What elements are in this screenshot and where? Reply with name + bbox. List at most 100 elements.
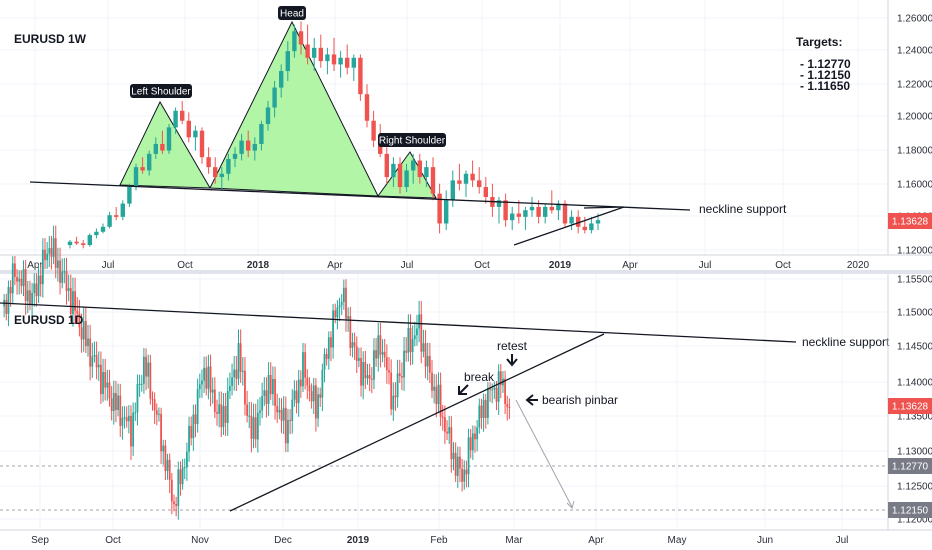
daily-candle-body	[224, 406, 227, 423]
weekly-candle-body	[107, 215, 112, 227]
weekly-candle-body	[246, 140, 251, 151]
daily-candle-body	[69, 288, 72, 315]
right-shoulder-label: Right Shoulder	[379, 136, 446, 147]
daily-candle-body	[162, 445, 165, 452]
daily-candle-body	[87, 338, 89, 347]
daily-candle-body	[59, 260, 61, 283]
level-tag-1	[888, 458, 932, 474]
daily-candle-body	[192, 414, 195, 439]
daily-candle-body	[102, 371, 104, 395]
daily-candle-body	[422, 343, 425, 352]
daily-candle-body	[183, 467, 186, 469]
daily-candle-body	[76, 310, 79, 314]
daily-y-tick: 1.14000	[897, 378, 932, 389]
daily-candle-body	[84, 321, 87, 347]
daily-candle-body	[147, 362, 150, 377]
level-label-1: 1.12770	[892, 462, 929, 473]
daily-candle-body	[216, 412, 218, 414]
daily-candle-body	[405, 350, 408, 353]
daily-candle-body	[7, 287, 10, 314]
daily-candle-body	[54, 238, 57, 268]
weekly-x-tick: 2019	[549, 260, 572, 271]
weekly-candle-body	[180, 110, 185, 121]
weekly-candle-body	[114, 215, 119, 217]
weekly-candle-body	[318, 47, 323, 62]
daily-candle-body	[213, 389, 216, 413]
daily-last-price-tag	[888, 398, 932, 414]
daily-candle-body	[254, 417, 257, 440]
daily-candle-body	[35, 283, 38, 297]
daily-candle-body	[487, 387, 489, 418]
daily-price-axis: 1.15500 1.15000 1.14500 1.14000 1.13500 1.130…	[897, 275, 932, 526]
daily-candle-body	[119, 395, 122, 426]
daily-candle-body	[269, 374, 272, 395]
weekly-candle-body	[371, 120, 376, 141]
weekly-candle-body	[252, 143, 257, 151]
weekly-candle-body	[424, 167, 429, 178]
weekly-y-tick: 1.20000	[897, 112, 932, 123]
weekly-candle-body	[100, 226, 106, 232]
daily-candle-body	[368, 375, 371, 379]
weekly-candle-body	[81, 243, 86, 246]
daily-candle-body	[106, 382, 109, 388]
daily-candle-body	[426, 355, 429, 367]
target-3: - 1.11650	[800, 79, 850, 93]
target-2: - 1.12150	[800, 68, 851, 82]
weekly-candle-body	[470, 173, 475, 181]
daily-candle-body	[274, 378, 276, 406]
weekly-candle-body	[345, 57, 350, 68]
weekly-x-tick: Apr	[622, 260, 638, 271]
daily-candle-body	[287, 419, 289, 444]
daily-candle-body	[127, 415, 130, 422]
weekly-candle-body	[133, 167, 139, 188]
daily-candle-body	[252, 417, 255, 439]
weekly-candle-body	[483, 187, 488, 197]
daily-candle-body	[207, 366, 210, 389]
daily-candle-body	[177, 469, 180, 507]
weekly-candle-body	[140, 167, 145, 171]
daily-candle-body	[211, 389, 214, 393]
daily-x-tick: 2019	[347, 535, 370, 546]
weekly-x-tick: Jul	[401, 260, 414, 271]
daily-candle-body	[433, 386, 436, 391]
daily-candle-body	[315, 385, 317, 419]
daily-time-axis: Sep Oct Nov Dec 2019 Feb Mar Apr May Jun Jul	[31, 535, 848, 546]
daily-candle-body	[140, 383, 143, 385]
daily-candle-body	[467, 437, 470, 475]
daily-candle-body	[130, 415, 132, 447]
daily-candle-body	[132, 412, 135, 447]
daily-candle-body	[366, 375, 369, 379]
daily-candle-body	[495, 387, 498, 402]
panel-separator[interactable]	[0, 270, 932, 274]
weekly-candle-body	[186, 120, 191, 138]
daily-y-tick: 1.13000	[897, 447, 932, 458]
daily-candle-body	[345, 287, 347, 319]
weekly-candle-body	[477, 180, 482, 188]
daily-candle-body	[493, 387, 496, 390]
daily-candle-body	[282, 407, 285, 421]
daily-candle-body	[112, 392, 115, 412]
left-shoulder-label-box	[130, 84, 192, 98]
daily-candle-body	[50, 248, 53, 257]
daily-candle-body	[336, 307, 339, 318]
daily-candle-body	[304, 352, 307, 378]
weekly-candle-body	[193, 130, 198, 138]
weekly-x-tick: Apr	[327, 260, 343, 271]
daily-candle-body	[11, 263, 14, 294]
weekly-candle-body	[496, 200, 502, 207]
daily-candle-body	[351, 342, 354, 348]
weekly-candle-body	[391, 163, 396, 178]
weekly-x-tick: Apr	[27, 260, 43, 271]
weekly-panel: EURUSD 1W Head Left Shoulder Right Shoul…	[0, 0, 932, 271]
weekly-candle-body	[397, 163, 403, 188]
weekly-candle-body	[226, 158, 231, 174]
weekly-candle-body	[351, 57, 356, 68]
daily-candle-body	[235, 369, 238, 379]
daily-candle-body	[136, 384, 139, 413]
daily-candle-body	[364, 362, 367, 379]
daily-candle-body	[360, 357, 362, 386]
weekly-candle-body	[358, 57, 363, 95]
daily-candle-body	[480, 405, 483, 419]
daily-candle-body	[256, 412, 259, 440]
daily-candle-body	[259, 410, 261, 413]
